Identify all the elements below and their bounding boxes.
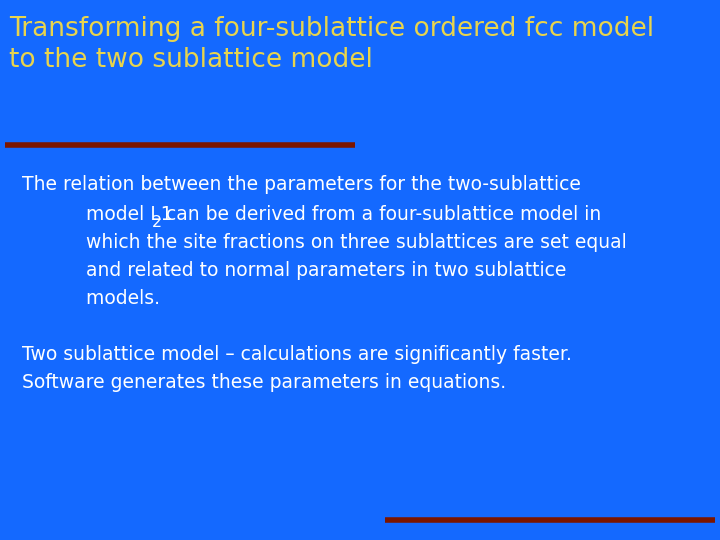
Text: Two sublattice model – calculations are significantly faster.: Two sublattice model – calculations are …: [22, 345, 572, 364]
Text: The relation between the parameters for the two-sublattice: The relation between the parameters for …: [22, 175, 580, 194]
Text: Software generates these parameters in equations.: Software generates these parameters in e…: [22, 373, 505, 392]
Text: models.: models.: [68, 289, 161, 308]
Text: which the site fractions on three sublattices are set equal: which the site fractions on three sublat…: [68, 233, 627, 252]
Text: Transforming a four-sublattice ordered fcc model
to the two sublattice model: Transforming a four-sublattice ordered f…: [9, 16, 654, 73]
Text: 2: 2: [152, 215, 162, 230]
Text: model L1: model L1: [68, 205, 173, 224]
Text: and related to normal parameters in two sublattice: and related to normal parameters in two …: [68, 261, 567, 280]
Text: can be derived from a four-sublattice model in: can be derived from a four-sublattice mo…: [160, 205, 601, 224]
